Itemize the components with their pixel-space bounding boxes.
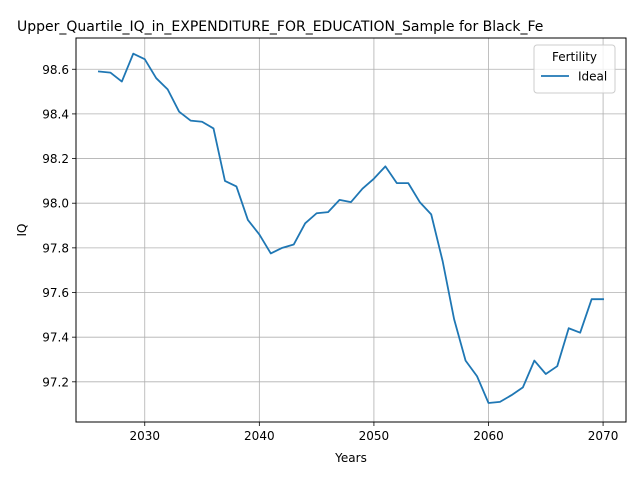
- x-tick-label: 2060: [473, 429, 504, 443]
- x-tick-label: 2030: [129, 429, 160, 443]
- y-tick-label: 98.6: [42, 63, 69, 77]
- legend-label-ideal: Ideal: [578, 70, 607, 84]
- y-tick-label: 98.2: [42, 152, 69, 166]
- y-tick-label: 97.6: [42, 286, 69, 300]
- x-tick-label: 2070: [588, 429, 619, 443]
- y-tick-label: 98.4: [42, 107, 69, 121]
- y-tick-label: 97.8: [42, 241, 69, 255]
- legend-title: Fertility: [552, 50, 597, 64]
- x-tick-label: 2040: [244, 429, 275, 443]
- y-tick-label: 97.2: [42, 375, 69, 389]
- y-tick-label: 97.4: [42, 331, 69, 345]
- x-axis-title: Years: [334, 451, 367, 465]
- x-tick-label: 2050: [359, 429, 390, 443]
- legend: Fertility Ideal: [534, 45, 615, 93]
- y-axis-title: IQ: [15, 224, 29, 237]
- y-tick-label: 98.0: [42, 197, 69, 211]
- chart-title: Upper_Quartile_IQ_in_EXPENDITURE_FOR_EDU…: [17, 19, 543, 35]
